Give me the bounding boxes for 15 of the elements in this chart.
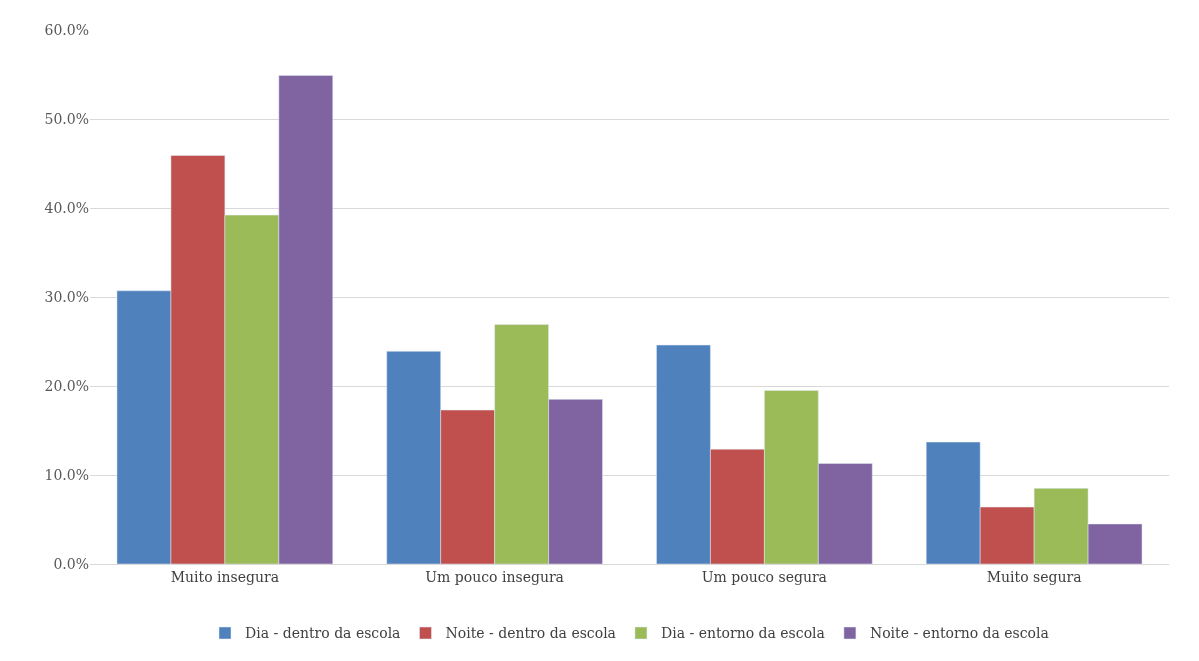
- x-tick-label: Um pouco segura: [701, 568, 827, 585]
- y-tick-label: 10.0%: [44, 466, 89, 483]
- y-tick-label: 60.0%: [44, 21, 89, 38]
- y-tick-label: 0.0%: [53, 555, 89, 572]
- x-tick-label: Muito insegura: [170, 568, 280, 585]
- x-tick-label: Muito segura: [986, 568, 1082, 585]
- y-tick-label: 50.0%: [44, 110, 89, 127]
- y-tick-label: 40.0%: [44, 199, 89, 216]
- legend-label: Noite - entorno da escola: [869, 625, 1049, 642]
- y-tick-label: 30.0%: [44, 288, 89, 305]
- x-tick-label: Um pouco insegura: [425, 568, 564, 585]
- legend-label: Noite - dentro da escola: [445, 625, 616, 642]
- legend-label: Dia - entorno da escola: [660, 625, 825, 642]
- legend-label: Dia - dentro da escola: [245, 625, 401, 642]
- y-tick-label: 20.0%: [44, 377, 89, 394]
